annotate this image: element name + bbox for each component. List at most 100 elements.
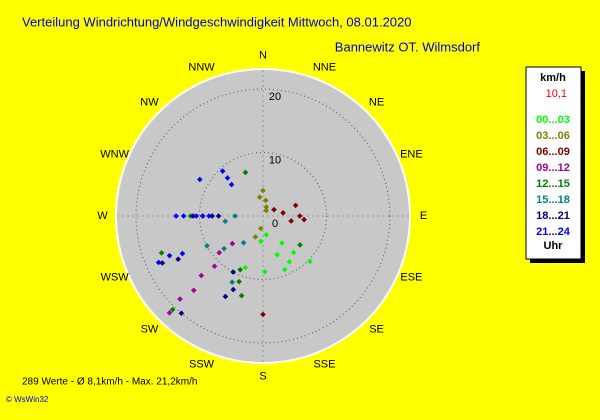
wind-point bbox=[297, 213, 303, 219]
wind-point bbox=[169, 306, 176, 313]
wind-point bbox=[216, 249, 223, 256]
direction-label: ENE bbox=[400, 148, 423, 160]
wind-point bbox=[271, 206, 277, 213]
wind-point bbox=[290, 249, 297, 256]
wind-point bbox=[166, 310, 173, 316]
legend-value: 10,1 bbox=[546, 88, 567, 100]
direction-label: SE bbox=[369, 323, 384, 335]
wind-point bbox=[228, 181, 235, 188]
legend-label: 12...15 bbox=[536, 178, 570, 190]
direction-label: SW bbox=[141, 323, 159, 335]
wind-point bbox=[199, 213, 206, 219]
wind-point bbox=[178, 310, 185, 317]
wind-point bbox=[196, 176, 203, 183]
grid-ring bbox=[199, 152, 327, 280]
wind-point bbox=[173, 213, 179, 219]
wind-point bbox=[190, 213, 196, 219]
wind-point bbox=[215, 213, 222, 219]
direction-label: WSW bbox=[101, 271, 130, 283]
wind-point bbox=[307, 258, 313, 265]
direction-label: S bbox=[259, 371, 266, 383]
wind-point bbox=[219, 168, 226, 174]
legend-label: 06...09 bbox=[536, 146, 570, 158]
wind-point bbox=[280, 210, 286, 216]
legend-footer: Uhr bbox=[544, 240, 564, 252]
wind-point bbox=[222, 218, 229, 225]
legend-label: 09...12 bbox=[536, 162, 570, 174]
wind-point bbox=[263, 204, 270, 210]
wind-point bbox=[260, 187, 266, 194]
direction-label: ESE bbox=[400, 271, 422, 283]
legend bbox=[525, 66, 582, 260]
wind-point bbox=[177, 296, 183, 302]
wind-point bbox=[222, 293, 229, 300]
wind-point bbox=[224, 175, 231, 181]
wind-point bbox=[229, 240, 236, 247]
wind-point bbox=[204, 243, 210, 249]
wind-point bbox=[229, 279, 235, 285]
wind-point bbox=[238, 292, 245, 299]
wind-point bbox=[301, 216, 307, 223]
wind-point bbox=[274, 251, 280, 258]
wind-point bbox=[211, 263, 218, 270]
wind-point bbox=[190, 287, 197, 294]
direction-label: SSE bbox=[313, 358, 335, 370]
legend-label: 03...06 bbox=[536, 130, 570, 142]
wind-point bbox=[236, 278, 242, 285]
wind-point bbox=[240, 239, 247, 246]
r-tick-label: 20 bbox=[269, 91, 281, 103]
wind-point bbox=[263, 231, 270, 238]
wind-point bbox=[297, 242, 303, 248]
wind-point bbox=[206, 213, 212, 219]
wind-point bbox=[288, 218, 294, 224]
wind-point bbox=[279, 240, 285, 246]
wind-point bbox=[193, 213, 200, 219]
copyright: © WsWin32 bbox=[6, 395, 49, 404]
chart-title: Verteilung Windrichtung/Windgeschwindigk… bbox=[22, 14, 412, 29]
wind-point bbox=[175, 256, 181, 263]
footer: 289 Werte - Ø 8,1km/h - Max. 21,2km/h bbox=[22, 377, 197, 388]
wind-point bbox=[262, 197, 269, 204]
wind-point bbox=[257, 225, 264, 232]
r-tick-label: 10 bbox=[269, 154, 281, 166]
wind-point bbox=[180, 213, 187, 219]
direction-label: N bbox=[259, 49, 267, 61]
legend-unit: km/h bbox=[540, 72, 566, 84]
direction-label: NNE bbox=[313, 62, 336, 74]
wind-point bbox=[281, 266, 288, 273]
direction-label: WNW bbox=[100, 148, 129, 160]
legend-label: 18...21 bbox=[536, 210, 570, 222]
wind-point bbox=[292, 202, 299, 209]
legend-label: 21...24 bbox=[536, 226, 571, 238]
chart-subtitle: Bannewitz OT. Wilmsdorf bbox=[335, 39, 481, 54]
wind-point bbox=[257, 238, 264, 245]
wind-point bbox=[221, 245, 227, 252]
wind-point bbox=[230, 286, 237, 293]
direction-label: NW bbox=[140, 96, 159, 108]
wind-point bbox=[232, 213, 238, 219]
wind-point bbox=[242, 264, 249, 271]
wind-point bbox=[256, 194, 263, 201]
wind-point bbox=[260, 311, 266, 318]
wind-point bbox=[209, 213, 216, 219]
legend-label: 15...18 bbox=[536, 194, 570, 206]
direction-label: NNW bbox=[188, 62, 215, 74]
wind-point bbox=[159, 260, 166, 266]
wind-point bbox=[166, 252, 173, 259]
wind-point bbox=[158, 250, 165, 256]
wind-point bbox=[252, 234, 259, 240]
wind-point bbox=[263, 207, 269, 214]
wind-point bbox=[242, 169, 249, 176]
wind-point bbox=[198, 272, 205, 279]
legend-label: 00...03 bbox=[536, 114, 570, 126]
wind-point bbox=[237, 266, 243, 273]
direction-label: E bbox=[420, 210, 427, 222]
wind-point bbox=[230, 269, 236, 275]
wind-point bbox=[179, 250, 186, 257]
direction-label: SSW bbox=[189, 358, 215, 370]
wind-point bbox=[155, 259, 162, 266]
direction-label: W bbox=[97, 210, 108, 222]
wind-point bbox=[262, 269, 268, 275]
r-tick-label: 0 bbox=[272, 218, 278, 230]
